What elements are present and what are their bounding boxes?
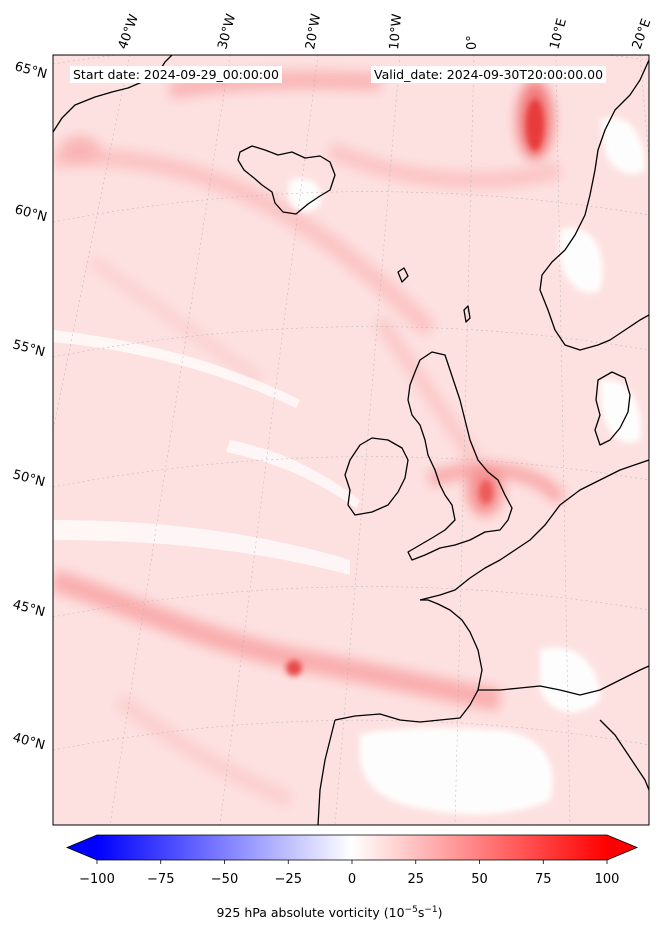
colorbar: −100 −75 −50 −25 0 25 50 75 100 <box>65 834 639 887</box>
valid-date-label: Valid_date: 2024-09-30T20:00:00.00 <box>371 66 607 83</box>
iceland-coast <box>237 145 336 215</box>
colorbar-tick-label: 75 <box>535 872 552 887</box>
colorbar-title-exponent: −1 <box>424 905 438 915</box>
colorbar-body <box>97 835 607 860</box>
lat-label: 55°N <box>11 337 47 360</box>
colorbar-extend-max <box>607 835 637 860</box>
colorbar-tick-label: 0 <box>348 872 356 887</box>
lon-label: 10°W <box>387 13 405 50</box>
colorbar-tick-label: 25 <box>407 872 424 887</box>
lat-label: 40°N <box>11 730 47 753</box>
lon-label: 20°E <box>630 17 655 52</box>
colorbar-tick-label: 50 <box>471 872 488 887</box>
colorbar-title-exponent: −5 <box>404 905 418 915</box>
britain-coast <box>407 351 513 561</box>
colorbar-title-unit: s <box>417 905 425 921</box>
faroe-islands <box>397 267 409 283</box>
lon-label: 0° <box>465 35 480 50</box>
colorbar-ticks: −100 −75 −50 −25 0 25 50 75 100 <box>79 860 619 887</box>
lon-label: 40°W <box>116 12 142 51</box>
longitude-labels: 40°W 30°W 20°W 10°W 0° 10°E 20°E <box>116 12 655 51</box>
colorbar-title-text: 925 hPa absolute vorticity (10 <box>216 905 405 921</box>
lat-label: 50°N <box>11 467 47 490</box>
colorbar-tick-label: −50 <box>211 872 238 887</box>
lat-label: 60°N <box>13 202 49 225</box>
coastlines <box>53 55 649 825</box>
italy-coast <box>599 719 649 791</box>
europe-coast <box>419 459 649 601</box>
latitude-labels: 65°N 60°N 55°N 50°N 45°N 40°N <box>11 59 49 753</box>
colorbar-tick-label: −75 <box>147 872 174 887</box>
map-frame <box>52 54 650 826</box>
colorbar-extend-min <box>67 835 97 860</box>
lat-label: 45°N <box>11 597 47 620</box>
shetland <box>463 305 471 323</box>
ireland-coast <box>344 437 409 516</box>
colorbar-title: 925 hPa absolute vorticity (10−5s−1) <box>0 905 659 920</box>
scandinavia-coast <box>539 59 649 351</box>
colorbar-tick-label: −25 <box>275 872 302 887</box>
start-date-label: Start date: 2024-09-29_00:00:00 <box>70 66 282 83</box>
mediterranean-coast <box>478 665 649 696</box>
colorbar-tick-label: 100 <box>595 872 620 887</box>
lat-label: 65°N <box>13 59 49 82</box>
colorbar-title-end: ) <box>437 905 443 921</box>
lon-label: 30°W <box>215 12 239 51</box>
vorticity-field <box>53 55 649 825</box>
colorbar-tick-label: −100 <box>79 872 115 887</box>
denmark-coast <box>594 371 631 446</box>
iberia-south <box>317 719 336 825</box>
lon-label: 10°E <box>547 17 570 51</box>
lon-label: 20°W <box>303 13 324 51</box>
